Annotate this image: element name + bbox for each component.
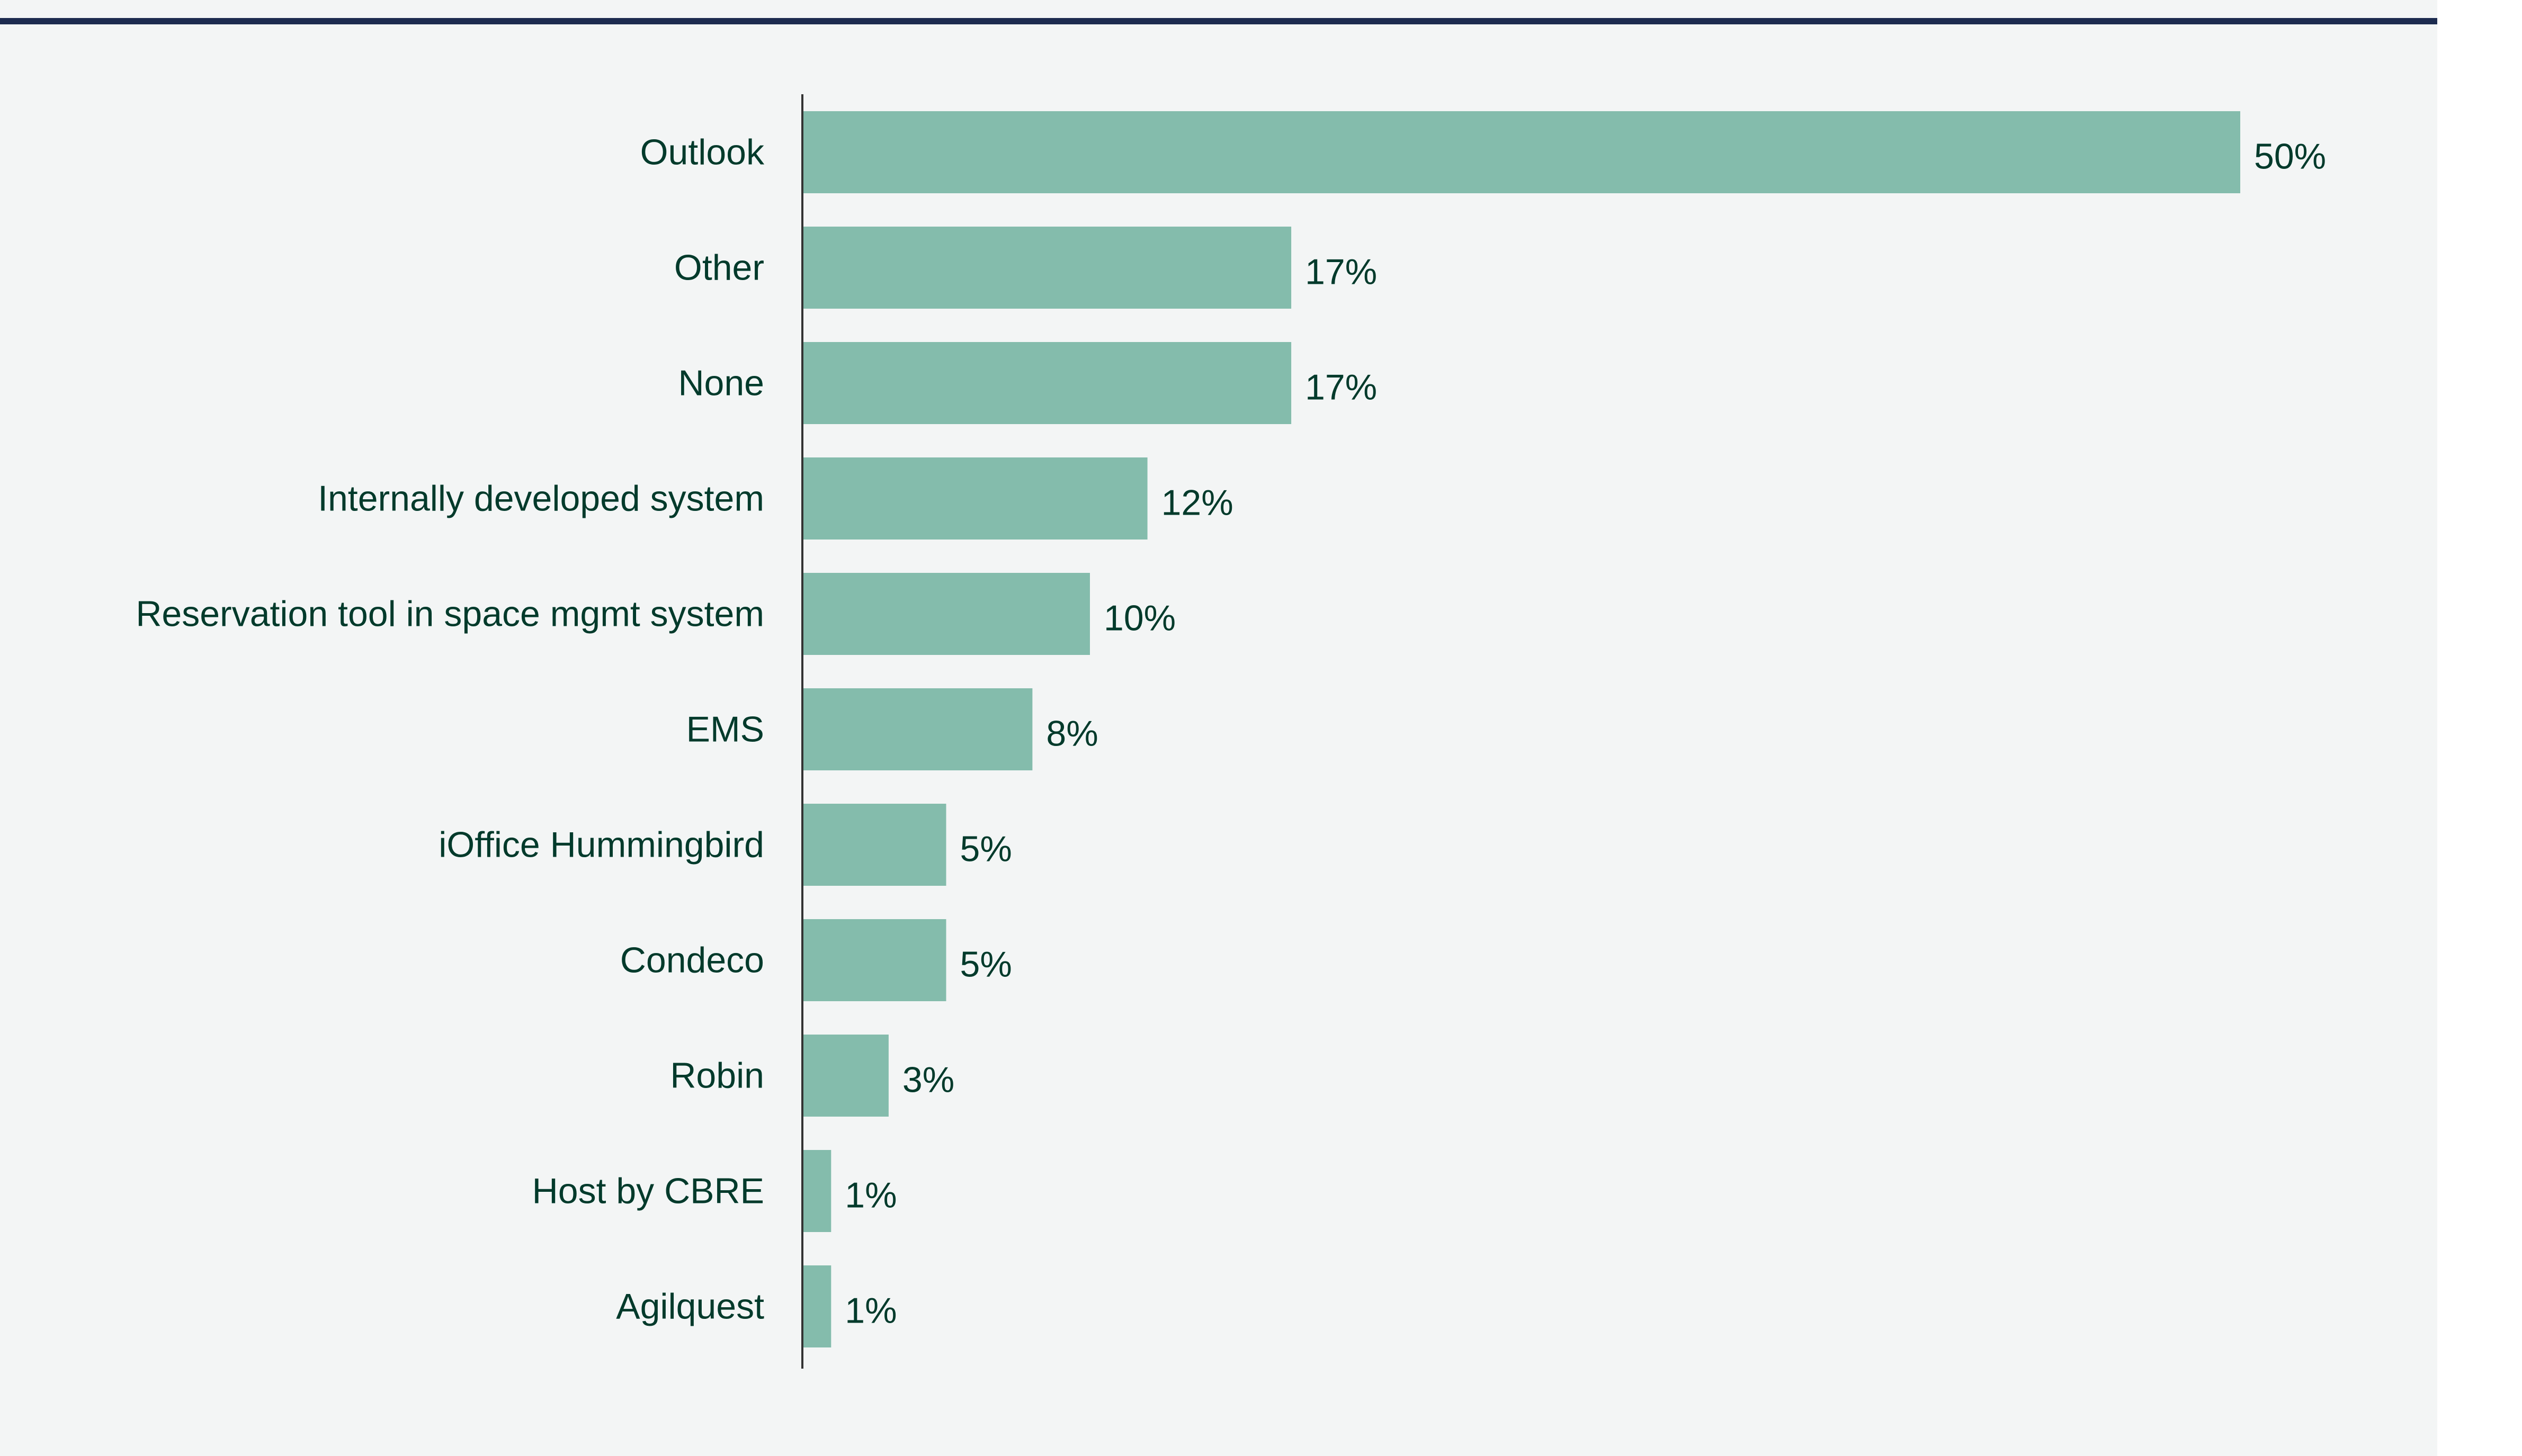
value-label-1: 17% — [1305, 252, 1377, 292]
category-label-1: Other — [674, 248, 764, 288]
value-label-0: 50% — [2254, 137, 2326, 177]
value-label-4: 10% — [1104, 598, 1176, 639]
bar-5 — [802, 688, 1033, 770]
bar-10 — [802, 1265, 831, 1347]
value-label-10: 1% — [845, 1291, 897, 1331]
value-label-3: 12% — [1161, 483, 1233, 523]
value-labels-group: 50% 17% 17% 12% 10% 8% 5% 5% 3% 1% 1% — [845, 137, 2326, 1331]
value-label-7: 5% — [960, 945, 1012, 985]
top-rule — [0, 18, 2437, 24]
bar-2 — [802, 342, 1292, 424]
bar-7 — [802, 919, 946, 1001]
category-label-6: iOffice Hummingbird — [439, 825, 764, 865]
category-label-8: Robin — [670, 1056, 764, 1096]
category-label-10: Agilquest — [616, 1287, 764, 1327]
category-label-0: Outlook — [640, 132, 765, 173]
category-label-4: Reservation tool in space mgmt system — [136, 594, 764, 634]
chart-panel: Outlook Other None Internally developed sys… — [0, 0, 2437, 1456]
bar-1 — [802, 227, 1292, 309]
bar-6 — [802, 804, 946, 886]
category-labels-group: Outlook Other None Internally developed sys… — [136, 132, 765, 1327]
category-label-7: Condeco — [620, 940, 764, 981]
bar-0 — [802, 111, 2240, 193]
value-label-6: 5% — [960, 829, 1012, 869]
bar-3 — [802, 457, 1148, 540]
bar-8 — [802, 1035, 889, 1117]
value-label-2: 17% — [1305, 367, 1377, 408]
bars-group — [802, 111, 2240, 1347]
value-label-5: 8% — [1046, 714, 1098, 754]
category-label-9: Host by CBRE — [532, 1171, 764, 1211]
category-label-5: EMS — [686, 709, 764, 750]
bar-4 — [802, 573, 1090, 655]
category-label-3: Internally developed system — [318, 479, 764, 519]
value-label-8: 3% — [902, 1060, 954, 1100]
value-label-9: 1% — [845, 1175, 897, 1216]
bar-chart: Outlook Other None Internally developed sys… — [136, 94, 2326, 1369]
category-label-2: None — [678, 363, 764, 403]
bar-9 — [802, 1150, 831, 1232]
